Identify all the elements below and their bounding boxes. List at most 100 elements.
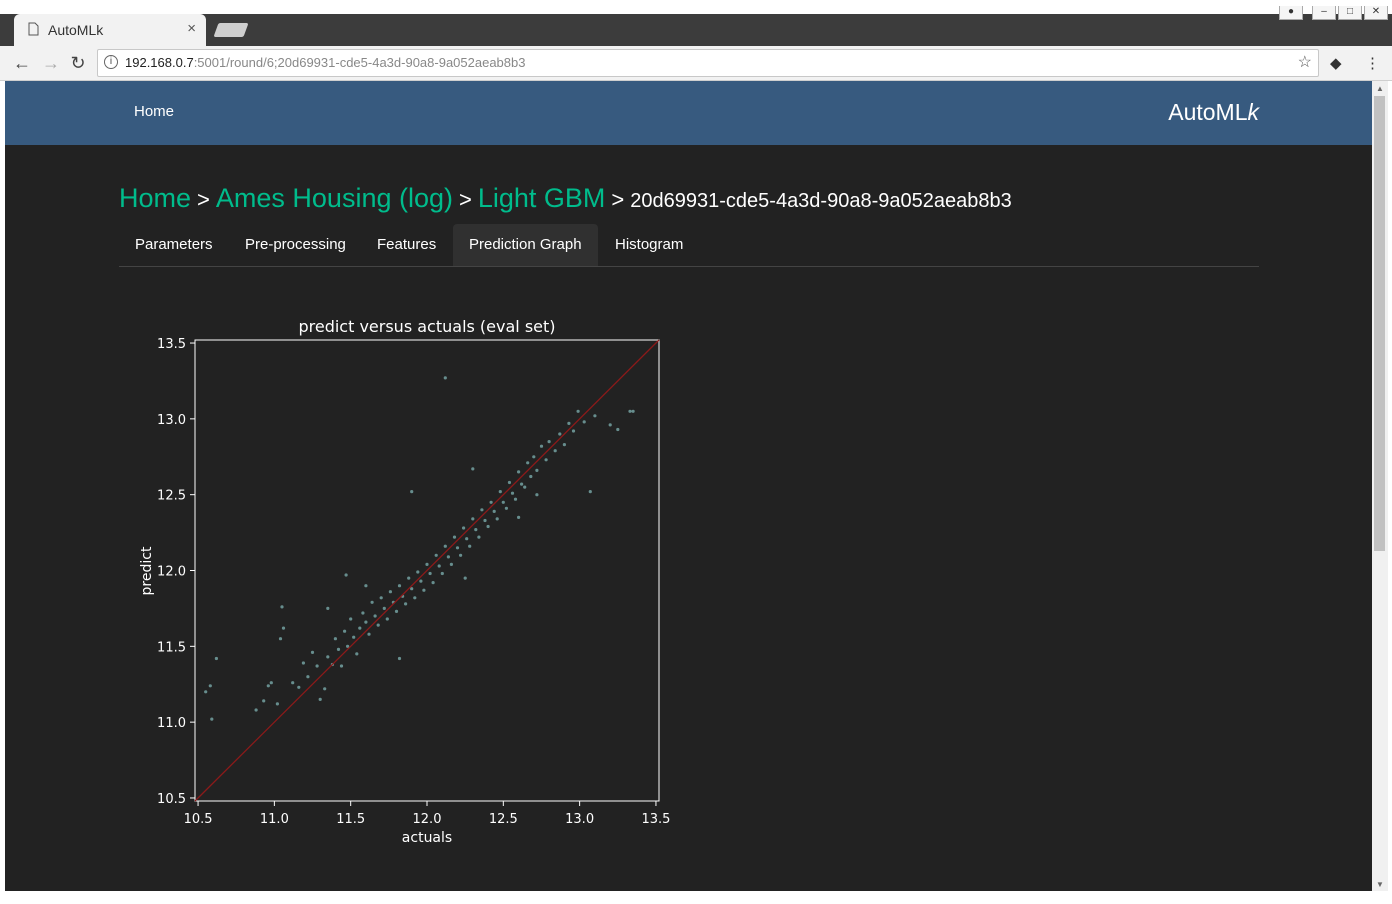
new-tab-button[interactable] — [213, 23, 249, 37]
scatter-point — [463, 576, 467, 580]
scatter-point — [455, 546, 460, 550]
scatter-point — [208, 684, 212, 688]
navbar-home-link[interactable]: Home — [134, 103, 175, 120]
tab-bar: Parameters Pre-processing Features Predi… — [119, 224, 1259, 267]
breadcrumb-dataset[interactable]: Ames Housing (log) — [215, 183, 453, 213]
scatter-point — [535, 468, 539, 472]
scatter-point — [558, 432, 562, 436]
scatter-point — [410, 490, 414, 494]
breadcrumb-home[interactable]: Home — [119, 183, 192, 213]
url-text[interactable]: 192.168.0.7:5001/round/6;20d69931-cde5-4… — [125, 55, 526, 70]
scatter-point — [373, 614, 377, 618]
scatter-point — [517, 515, 521, 519]
scatter-point — [210, 717, 214, 721]
breadcrumb-model[interactable]: Light GBM — [477, 183, 606, 213]
y-tick-label: 13.0 — [157, 413, 186, 428]
scatter-point — [266, 684, 270, 688]
scatter-point — [301, 661, 305, 665]
scatter-point — [425, 562, 429, 566]
tab-histogram[interactable]: Histogram — [615, 236, 684, 253]
scatter-point — [489, 500, 493, 504]
scatter-point — [431, 581, 435, 585]
scrollbar-thumb[interactable] — [1374, 96, 1385, 551]
scatter-point — [539, 444, 544, 448]
page-icon — [28, 22, 39, 36]
scatter-point — [553, 449, 557, 453]
scatter-point — [204, 690, 208, 694]
scatter-point — [571, 429, 576, 433]
info-icon[interactable]: i — [104, 55, 118, 69]
scatter-point — [517, 470, 521, 474]
close-icon[interactable]: × — [187, 20, 196, 37]
star-icon[interactable]: ☆ — [1297, 54, 1312, 71]
scatter-point — [404, 602, 408, 606]
scatter-point — [529, 474, 533, 479]
window-close-icon[interactable]: ✕ — [1364, 6, 1388, 20]
scatter-point — [504, 506, 508, 510]
prediction-scatter-chart: predict versus actuals (eval set) 10.5 11… — [139, 317, 670, 846]
y-tick-label: 11.0 — [157, 716, 186, 731]
scatter-point — [291, 681, 295, 685]
window-bottom-edge — [0, 891, 1392, 904]
chart-title: predict versus actuals (eval set) — [298, 317, 555, 336]
scatter-point — [310, 650, 315, 654]
breadcrumb-separator: > — [611, 187, 625, 212]
breadcrumb-round-id: 20d69931-cde5-4a3d-90a8-9a052aeab8b3 — [630, 190, 1012, 212]
scatter-point — [318, 697, 322, 701]
scatter-point — [459, 553, 463, 557]
tab-prediction-graph[interactable]: Prediction Graph — [453, 224, 598, 266]
scatter-point — [449, 562, 453, 566]
scatter-point — [323, 687, 327, 691]
scatter-point — [526, 461, 530, 465]
scatter-point — [501, 500, 505, 504]
scatter-point — [462, 526, 466, 530]
maximize-icon[interactable]: □ — [1338, 6, 1362, 20]
x-tick-label: 13.0 — [565, 812, 594, 827]
scatter-point — [446, 555, 450, 559]
breadcrumb-separator: > — [458, 187, 472, 212]
address-bar[interactable]: i 192.168.0.7:5001/round/6;20d69931-cde5… — [97, 49, 1319, 77]
scroll-down-icon[interactable]: ▼ — [1376, 880, 1384, 889]
scatter-point — [280, 605, 284, 609]
tab-parameters[interactable]: Parameters — [135, 236, 213, 253]
scroll-up-icon[interactable]: ▲ — [1376, 84, 1384, 93]
scatter-point — [361, 611, 365, 615]
scatter-point — [520, 482, 524, 486]
scatter-point — [510, 491, 515, 495]
scatter-points — [204, 376, 635, 721]
forward-arrow-icon[interactable]: → — [42, 53, 60, 73]
navbar: Home AutoMLk — [5, 81, 1372, 145]
scatter-point — [477, 535, 481, 539]
scatter-point — [443, 544, 447, 548]
minimize-icon[interactable]: – — [1312, 6, 1336, 20]
scatter-point — [471, 517, 475, 521]
menu-icon[interactable]: ⋮ — [1365, 55, 1380, 72]
scatter-point — [333, 637, 337, 641]
browser-tab[interactable]: AutoMLk × — [14, 14, 206, 46]
scatter-point — [434, 553, 438, 557]
user-icon[interactable]: ● — [1279, 6, 1303, 20]
x-tick-label: 12.0 — [413, 812, 442, 827]
scatter-point — [588, 490, 592, 494]
scatter-point — [382, 606, 386, 610]
tab-pre-processing[interactable]: Pre-processing — [245, 236, 346, 253]
scatter-point — [344, 573, 348, 577]
breadcrumb: Home > Ames Housing (log) > Light GBM >20d699… — [119, 183, 1012, 214]
tab-features[interactable]: Features — [377, 236, 437, 253]
back-arrow-icon[interactable]: ← — [13, 53, 31, 73]
scatter-point — [608, 423, 612, 427]
scatter-point — [471, 467, 475, 471]
scatter-point — [339, 664, 344, 668]
x-tick-label: 13.5 — [641, 812, 670, 827]
scatter-point — [562, 443, 566, 447]
extension-icon[interactable]: ◆ — [1330, 55, 1342, 72]
scatter-point — [297, 685, 301, 689]
scatter-point — [306, 675, 310, 679]
scatter-point — [428, 571, 432, 576]
scatter-point — [315, 664, 319, 668]
scatter-point — [278, 637, 283, 641]
brand-logo[interactable]: AutoMLk — [1168, 99, 1259, 125]
y-tick-label: 13.5 — [157, 337, 186, 352]
reload-icon[interactable]: ↻ — [70, 53, 86, 73]
scatter-point — [343, 629, 347, 633]
